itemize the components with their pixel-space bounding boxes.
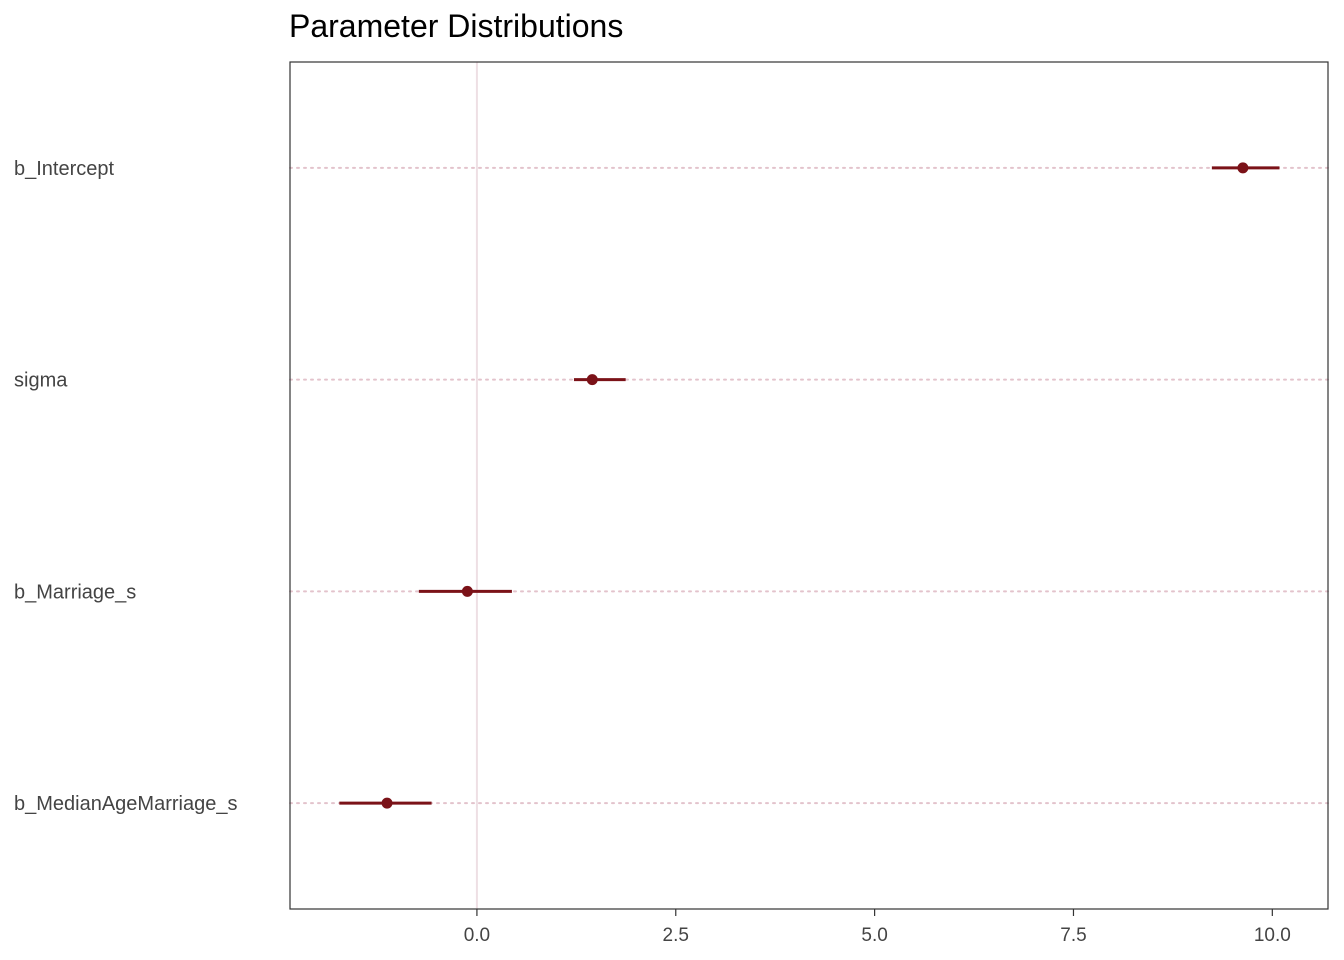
y-label-sigma: sigma	[14, 370, 68, 392]
row-guides	[289, 166, 1329, 805]
point-b_MedianAgeMarriage_s	[381, 797, 393, 809]
point-sigma	[586, 374, 598, 386]
x-tick-label: 5.0	[861, 925, 887, 946]
x-tick-label: 10.0	[1254, 925, 1291, 946]
chart-title: Parameter Distributions	[289, 8, 624, 44]
x-tick-label: 0.0	[464, 925, 490, 946]
point-b_Intercept	[1237, 162, 1249, 174]
y-label-b_Intercept: b_Intercept	[14, 158, 115, 180]
credible-intervals	[339, 162, 1280, 809]
x-tick-label: 7.5	[1060, 925, 1086, 946]
x-axis-ticks: 0.0 2.5 5.0 7.5 10.0	[464, 909, 1291, 946]
x-tick-label: 2.5	[663, 925, 689, 946]
plot-panel-border	[289, 61, 1329, 910]
y-label-b_MedianAgeMarriage_s: b_MedianAgeMarriage_s	[14, 793, 237, 815]
y-label-b_Marriage_s: b_Marriage_s	[14, 581, 136, 603]
point-b_Marriage_s	[461, 585, 473, 597]
